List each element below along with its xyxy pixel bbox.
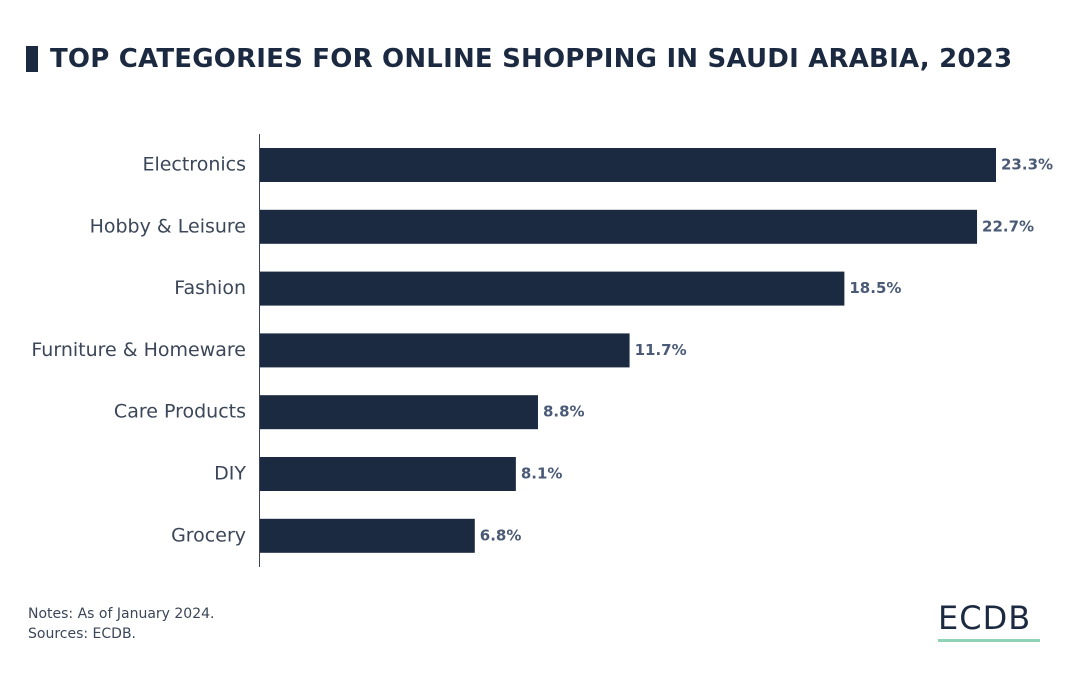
- bars-group: Electronics 23.3% Hobby & Leisure 22.7% Fash…: [31, 148, 1053, 553]
- title-marker: [26, 46, 38, 72]
- sources-text: Sources: ECDB.: [28, 626, 137, 642]
- value-label: 11.7%: [635, 341, 687, 359]
- category-label: DIY: [214, 463, 246, 485]
- bar-0: [260, 148, 996, 182]
- category-label: Furniture & Homeware: [31, 339, 246, 361]
- category-label: Hobby & Leisure: [90, 215, 246, 237]
- bar-5: [260, 457, 516, 491]
- bar-1: [260, 209, 978, 244]
- notes-text: Notes: As of January 2024.: [28, 606, 215, 622]
- category-label: Electronics: [142, 154, 246, 176]
- category-label: Fashion: [174, 277, 246, 299]
- bar-6: [260, 518, 475, 553]
- bar-chart: Electronics 23.3% Hobby & Leisure 22.7% Fash…: [31, 134, 1053, 567]
- value-label: 23.3%: [1001, 156, 1053, 174]
- logo-underline: [938, 639, 1040, 642]
- value-label: 6.8%: [480, 526, 522, 544]
- category-label: Grocery: [171, 524, 246, 546]
- ecdb-logo: ECDB: [938, 600, 1042, 642]
- logo-text: ECDB: [938, 599, 1032, 637]
- value-label: 18.5%: [849, 279, 901, 297]
- bar-2: [260, 271, 845, 306]
- bar-4: [260, 395, 538, 430]
- value-label: 8.1%: [521, 465, 563, 483]
- notes-block: Notes: As of January 2024. Sources: ECDB…: [28, 604, 214, 644]
- bar-3: [260, 333, 630, 368]
- category-label: Care Products: [114, 401, 246, 423]
- value-label: 22.7%: [982, 217, 1034, 235]
- title-block: TOP CATEGORIES FOR ONLINE SHOPPING IN SA…: [26, 44, 1012, 74]
- value-label: 8.8%: [543, 403, 585, 421]
- chart-title: TOP CATEGORIES FOR ONLINE SHOPPING IN SA…: [50, 44, 1013, 74]
